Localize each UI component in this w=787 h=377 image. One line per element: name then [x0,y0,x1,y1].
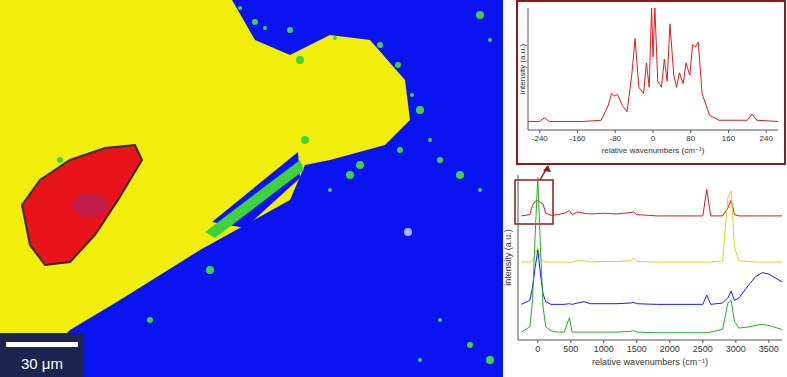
spectrum-line [528,8,778,121]
yellow-region [0,0,410,360]
green-speck [296,56,304,64]
spectrum-line [521,250,782,304]
x-tick-label: 500 [563,344,578,354]
x-tick-label: 80 [686,134,695,143]
spectrum-chart: -240 -160 -80 0 80 160 240 relative wavenumbers… [518,8,778,155]
green-speck [346,171,354,179]
green-speck [486,356,494,364]
zoom-arrowhead [543,165,551,172]
green-speck [428,138,432,142]
x-tick [766,130,767,133]
x-tick-label: -160 [570,134,587,143]
x-tick-label: 1000 [594,344,614,354]
red-region-detail [72,193,108,217]
green-speck [416,106,424,114]
x-tick [615,130,616,133]
y-axis [518,175,519,340]
blue-channel [212,152,300,228]
x-tick-label: 240 [760,134,774,143]
green-speck [252,19,258,25]
green-speck [478,188,482,192]
x-tick [570,340,571,343]
y-axis-label: intensity (a.u.) [503,229,513,286]
green-speck [418,358,422,362]
green-speck [410,93,414,97]
green-speck [397,147,403,153]
x-tick [603,340,604,343]
x-tick [636,340,637,343]
green-speck [377,42,383,48]
green-speck [356,161,364,169]
green-speck [476,11,484,19]
scale-bar [6,342,78,347]
figure: 30 μm -240 -160 -80 0 80 160 240 relative wavenu… [0,0,787,377]
red-region [22,145,142,265]
x-tick [577,130,578,133]
scale-bar-background [0,333,84,377]
plot-area [528,8,778,121]
x-tick-label: 2500 [693,344,713,354]
x-tick [735,340,736,343]
green-speck [263,26,267,30]
image-background [0,0,503,377]
green-speck [467,342,473,348]
green-speck [438,318,442,322]
x-tick-label: -240 [532,134,549,143]
green-speck [395,62,401,68]
spectrum-line [521,191,782,262]
spectrum-line [521,178,782,333]
spectrum-line [521,190,782,216]
green-speck [206,266,214,274]
x-axis [518,340,782,341]
green-speck [57,157,63,163]
x-tick [702,340,703,343]
green-speck [328,188,332,192]
green-speck [437,157,443,163]
y-axis [528,8,529,130]
x-tick-label: 1500 [627,344,647,354]
spectrum-chart: 0 500 1000 1500 2000 2500 3000 3500 relative wav… [503,175,782,367]
x-tick [728,130,729,133]
green-speck [456,171,464,179]
green-speck [147,317,153,323]
x-axis-label: relative wavenumbers (cm⁻¹) [602,146,705,155]
x-tick [669,340,670,343]
green-speck [488,38,492,42]
x-axis-label: relative wavenumbers (cm⁻¹) [592,357,708,367]
x-tick-label: 2000 [660,344,680,354]
scale-bar-label: 30 μm [21,355,63,372]
green-streak [205,160,304,238]
x-tick-label: 0 [651,134,656,143]
x-tick [653,130,654,133]
y-axis-label: intensity (a.u.) [518,44,527,95]
x-tick-label: 160 [722,134,736,143]
x-tick [768,340,769,343]
zoom-box [515,180,553,224]
inset-frame [517,1,785,164]
green-speck [301,136,309,144]
x-tick [537,340,538,343]
x-tick [690,130,691,133]
green-speck [238,6,242,10]
green-speck [287,27,293,33]
x-tick-label: 0 [535,344,540,354]
green-speck [333,36,337,40]
plot-area [521,178,782,333]
bright-spot [404,228,412,236]
raman-image: 30 μm [0,0,503,377]
x-tick-label: 3500 [759,344,779,354]
x-tick [539,130,540,133]
x-tick-label: -80 [609,134,621,143]
x-tick-label: 3000 [726,344,746,354]
